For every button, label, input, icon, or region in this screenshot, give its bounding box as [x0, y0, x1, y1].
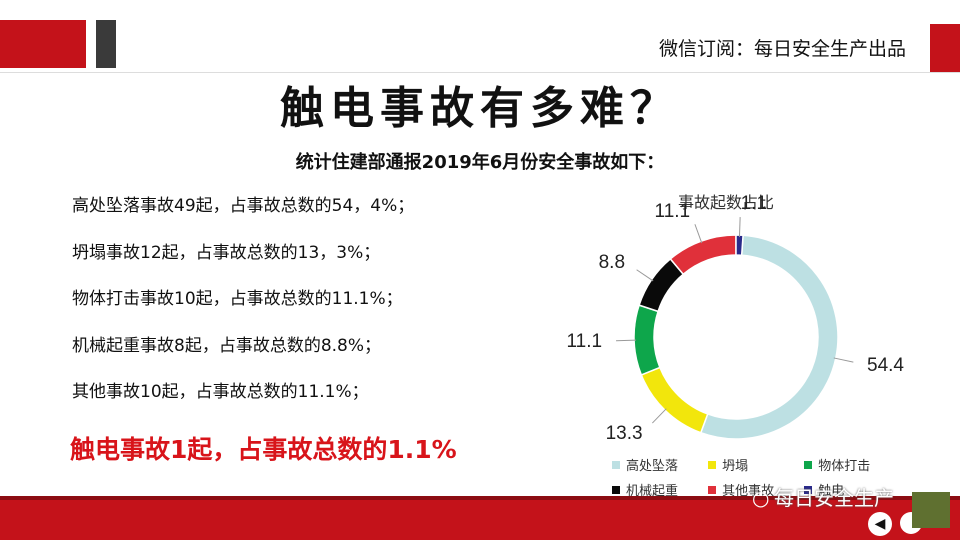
legend-label: 高处坠落 [626, 459, 679, 474]
footer-band-edge [0, 496, 960, 500]
legend-swatch [708, 460, 717, 469]
legend-item: 坍塌 [708, 455, 800, 474]
leader-line [651, 408, 667, 424]
stat-item: 高处坠落事故49起，占事故总数的54，4%； [72, 196, 415, 216]
corner-thumbnail [912, 492, 950, 528]
legend-swatch [612, 485, 620, 494]
stat-item: 机械起重事故8起，占事故总数的8.8%； [72, 335, 382, 356]
legend-label: 坍塌 [722, 459, 749, 474]
data-label: 8.8 [599, 252, 625, 273]
legend-item: 其他事故 [708, 480, 800, 499]
header-divider [0, 72, 960, 73]
slide-title: 触电事故有多难？ [280, 83, 680, 134]
legend-item: 物体打击 [804, 455, 896, 474]
header-accent-red [0, 20, 86, 68]
chart-title: 事故起数占比 [678, 193, 775, 212]
leader-line [738, 217, 741, 238]
legend-swatch [804, 485, 813, 494]
header-accent-dark [96, 20, 116, 68]
legend-swatch [612, 460, 620, 469]
leader-line [636, 269, 654, 282]
donut-slice [640, 366, 709, 434]
legend-swatch [708, 485, 717, 494]
legend-label: 触电 [818, 484, 845, 499]
wechat-logo-icon: ○ [752, 486, 770, 510]
data-label: 11.1 [566, 331, 602, 352]
legend-label: 机械起重 [626, 484, 679, 499]
stat-list: 高处坠落事故49起，占事故总数的54，4%； 坍塌事故12起，占事故总数的13，… [72, 192, 572, 425]
chart-legend: 高处坠落 坍塌 物体打击 机械起重 其他事故 触电 [612, 455, 902, 505]
legend-item: 机械起重 [612, 480, 704, 499]
donut-chart: 54.4 13.3 11.1 8.8 11.1 1.1 [566, 193, 904, 444]
legend-item: 触电 [804, 480, 896, 499]
donut-slice [699, 234, 839, 440]
header-accent-right [930, 24, 960, 72]
leader-line [833, 357, 854, 363]
legend-label: 物体打击 [818, 459, 871, 474]
leader-line [616, 339, 637, 342]
watermark: 每日安全生产 [748, 482, 894, 511]
data-label: 54.4 [867, 355, 904, 376]
data-label: 1.1 [741, 193, 767, 214]
donut-slice [669, 234, 737, 276]
donut-slice [735, 234, 744, 256]
legend-swatch [804, 460, 813, 469]
watermark-text: 每日安全生产 [774, 486, 894, 510]
data-label: 13.3 [606, 423, 643, 444]
data-label: 11.1 [655, 201, 691, 222]
slide-subtitle: 统计住建部通报2019年6月份安全事故如下： [295, 152, 665, 173]
back-arrow-icon[interactable]: ◀ [868, 512, 892, 536]
leader-line [694, 224, 703, 244]
donut-slice [633, 304, 661, 376]
legend-label: 其他事故 [722, 484, 775, 499]
stat-item: 物体打击事故10起，占事故总数的11.1%； [72, 289, 403, 309]
footer-band [0, 496, 960, 540]
stat-item: 其他事故10起，占事故总数的11.1%； [72, 382, 369, 402]
stat-item: 坍塌事故12起，占事故总数的13，3%； [72, 242, 381, 263]
legend-item: 高处坠落 [612, 455, 704, 474]
electrocution-highlight: 触电事故1起，占事故总数的1.1% [70, 435, 457, 464]
wechat-credit: 微信订阅：每日安全生产出品 [658, 38, 906, 60]
